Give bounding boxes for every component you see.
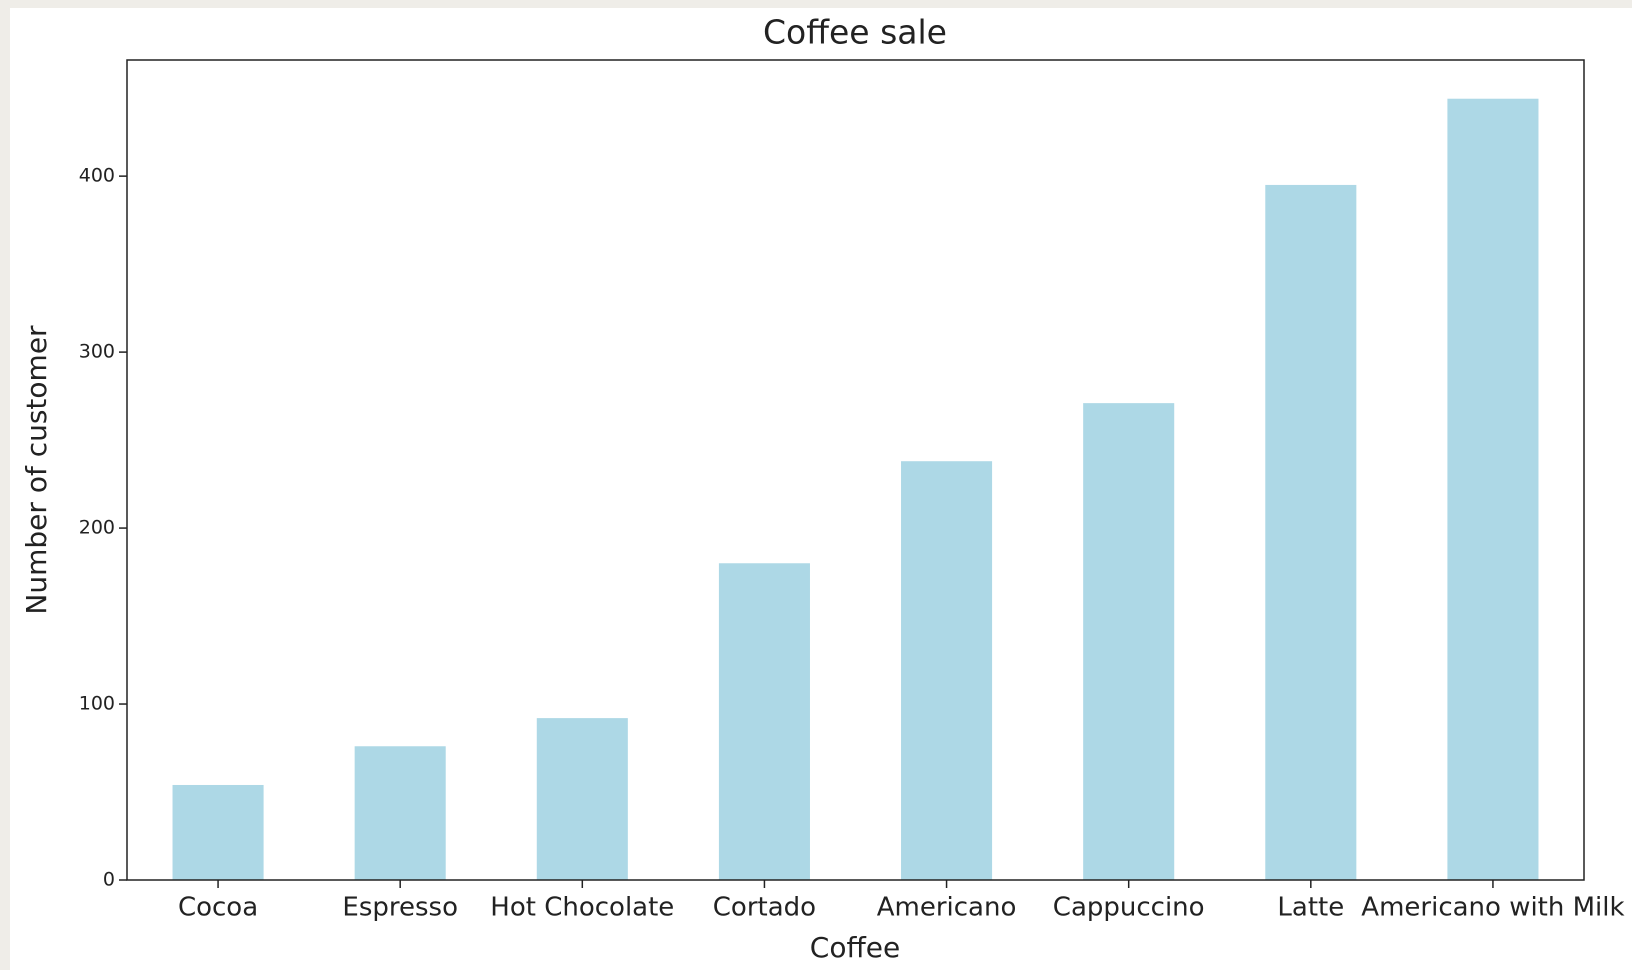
y-tick-label: 300: [79, 341, 115, 363]
y-axis-label: Number of customer: [20, 325, 53, 615]
y-tick-label: 200: [79, 517, 115, 539]
x-tick-label: Cortado: [713, 893, 816, 923]
bar: [901, 461, 993, 880]
bar: [354, 746, 446, 880]
bar: [1083, 403, 1175, 880]
y-tick-label: 100: [79, 693, 115, 715]
bar: [1447, 98, 1539, 880]
bar: [536, 718, 628, 880]
chart-background: [10, 8, 1632, 970]
chart-title: Coffee sale: [763, 13, 947, 52]
x-tick-label: Cocoa: [178, 893, 258, 923]
x-axis-label: Coffee: [810, 931, 900, 964]
x-tick-label: Latte: [1277, 893, 1344, 923]
x-tick-label: Americano: [877, 893, 1017, 923]
x-tick-label: Americano with Milk: [1361, 893, 1624, 923]
bar: [1265, 184, 1357, 881]
bar: [718, 563, 810, 880]
y-tick-label: 0: [103, 869, 115, 891]
x-tick-label: Espresso: [342, 893, 458, 923]
x-tick-label: Cappuccino: [1053, 893, 1205, 923]
bar: [172, 784, 264, 880]
y-tick-label: 400: [79, 165, 115, 187]
x-tick-label: Hot Chocolate: [490, 893, 674, 923]
plot-frame: [126, 59, 1585, 881]
